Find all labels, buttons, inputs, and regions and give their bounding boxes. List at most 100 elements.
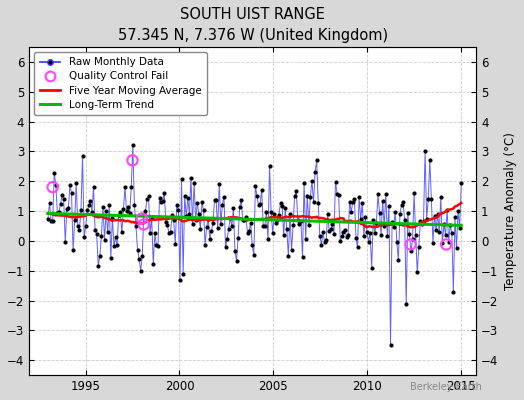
Point xyxy=(424,196,432,202)
Point xyxy=(72,180,81,186)
Point xyxy=(46,200,54,206)
Point xyxy=(99,204,107,210)
Point xyxy=(198,199,206,205)
Point xyxy=(199,207,208,213)
Point xyxy=(90,184,98,190)
Point xyxy=(264,236,272,242)
Point xyxy=(457,180,465,187)
Point xyxy=(334,192,343,198)
Point xyxy=(119,206,127,212)
Point xyxy=(106,255,115,261)
Point xyxy=(348,199,357,205)
Point xyxy=(441,232,450,238)
Point xyxy=(97,233,105,239)
Point xyxy=(333,190,341,197)
Point xyxy=(93,231,101,237)
Point xyxy=(454,208,462,214)
Point xyxy=(227,223,236,229)
Point xyxy=(57,200,65,207)
Point xyxy=(171,241,179,247)
Point xyxy=(205,236,214,242)
Point xyxy=(196,226,204,232)
Point xyxy=(136,268,145,274)
Point xyxy=(442,241,451,248)
Point xyxy=(49,218,57,224)
Point xyxy=(325,228,333,235)
Point xyxy=(202,224,211,230)
Point xyxy=(278,202,286,209)
Point xyxy=(396,210,404,217)
Point xyxy=(212,197,220,203)
Point xyxy=(185,211,193,218)
Point xyxy=(286,211,294,217)
Point xyxy=(352,234,360,241)
Point xyxy=(275,212,283,218)
Point xyxy=(138,215,146,222)
Point xyxy=(143,196,151,202)
Point xyxy=(295,221,303,228)
Point xyxy=(289,222,297,228)
Point xyxy=(392,238,401,245)
Point xyxy=(257,187,266,193)
Point xyxy=(141,208,149,214)
Point xyxy=(117,229,126,236)
Point xyxy=(276,200,285,206)
Point xyxy=(69,247,78,253)
Point xyxy=(256,200,264,207)
Point xyxy=(83,207,92,214)
Point xyxy=(220,193,228,200)
Point xyxy=(367,264,376,271)
Point xyxy=(161,219,170,225)
Point xyxy=(149,261,157,267)
Point xyxy=(345,199,354,206)
Point xyxy=(179,270,187,277)
Legend: Raw Monthly Data, Quality Control Fail, Five Year Moving Average, Long-Term Tren: Raw Monthly Data, Quality Control Fail, … xyxy=(35,52,207,115)
Point xyxy=(166,228,174,235)
Point xyxy=(108,214,116,221)
Point xyxy=(386,342,395,348)
Point xyxy=(110,243,118,249)
Point xyxy=(91,226,100,233)
Point xyxy=(231,248,239,254)
Point xyxy=(397,202,406,209)
Point xyxy=(402,300,410,307)
Point xyxy=(399,199,407,206)
Point xyxy=(146,230,154,236)
Point xyxy=(394,257,402,264)
Point xyxy=(133,247,141,253)
Point xyxy=(80,234,89,240)
Point xyxy=(177,176,185,182)
Point xyxy=(443,206,451,213)
Point xyxy=(221,244,230,250)
Point xyxy=(328,220,336,227)
Point xyxy=(282,226,291,232)
Point xyxy=(191,217,200,223)
Point xyxy=(319,229,327,236)
Point xyxy=(403,210,412,217)
Point xyxy=(251,182,259,189)
Point xyxy=(74,223,82,229)
Point xyxy=(229,205,237,212)
Point xyxy=(366,230,374,236)
Point xyxy=(331,179,340,185)
Point xyxy=(400,217,409,223)
Point xyxy=(407,248,415,254)
Point xyxy=(336,238,344,244)
Point xyxy=(216,221,225,227)
Point xyxy=(246,220,255,226)
Point xyxy=(436,194,445,200)
Point xyxy=(408,236,417,243)
Point xyxy=(111,234,119,240)
Point xyxy=(418,221,426,227)
Point xyxy=(375,210,384,216)
Point xyxy=(301,236,310,242)
Point xyxy=(273,217,281,223)
Point xyxy=(268,229,277,236)
Point xyxy=(60,196,68,202)
Title: SOUTH UIST RANGE
57.345 N, 7.376 W (United Kingdom): SOUTH UIST RANGE 57.345 N, 7.376 W (Unit… xyxy=(118,7,388,43)
Point xyxy=(52,182,60,189)
Point xyxy=(238,217,247,224)
Point xyxy=(77,207,85,214)
Point xyxy=(163,222,171,229)
Point xyxy=(446,222,454,228)
